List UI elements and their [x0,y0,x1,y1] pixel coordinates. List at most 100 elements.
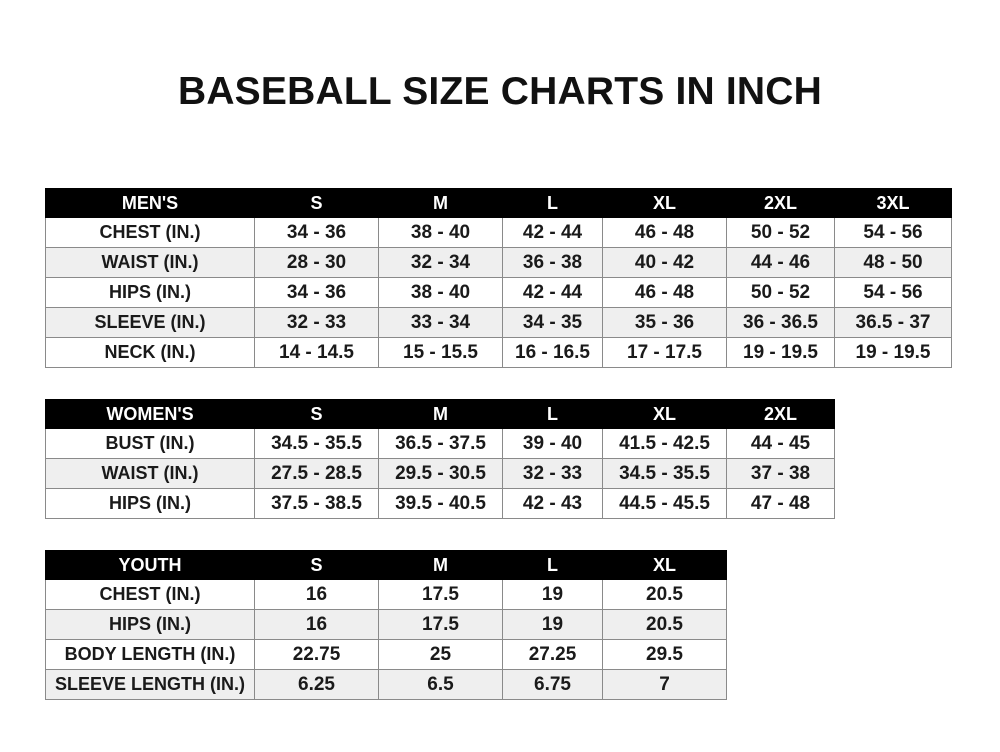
size-header: XL [602,550,727,580]
measurement-label: NECK (IN.) [45,337,255,368]
table-row: HIPS (IN.) 16 17.5 19 20.5 [45,609,727,640]
size-value: 37.5 - 38.5 [254,488,379,519]
size-value: 19 [502,609,603,640]
measurement-label: WAIST (IN.) [45,458,255,489]
size-value: 54 - 56 [834,217,952,248]
table-row: CHEST (IN.) 34 - 36 38 - 40 42 - 44 46 - 48 5… [45,217,952,248]
size-value: 34 - 36 [254,277,379,308]
measurement-label: WAIST (IN.) [45,247,255,278]
measurement-label: HIPS (IN.) [45,488,255,519]
size-value: 40 - 42 [602,247,727,278]
header-row: YOUTH S M L XL [45,550,727,580]
size-value: 36 - 38 [502,247,603,278]
size-header: L [502,188,603,218]
size-value: 48 - 50 [834,247,952,278]
size-value: 17.5 [378,609,503,640]
size-value: 7 [602,669,727,700]
size-value: 34 - 35 [502,307,603,338]
size-value: 16 [254,609,379,640]
size-header: 2XL [726,399,835,429]
size-header: L [502,550,603,580]
size-value: 19 - 19.5 [726,337,835,368]
table-row: HIPS (IN.) 37.5 - 38.5 39.5 - 40.5 42 - 43 4… [45,488,835,519]
table-row: NECK (IN.) 14 - 14.5 15 - 15.5 16 - 16.5 17 … [45,337,952,368]
size-value: 46 - 48 [602,277,727,308]
size-value: 6.5 [378,669,503,700]
measurement-label: SLEEVE (IN.) [45,307,255,338]
size-value: 20.5 [602,579,727,610]
size-value: 37 - 38 [726,458,835,489]
size-value: 54 - 56 [834,277,952,308]
category-header: MEN'S [45,188,255,218]
size-value: 47 - 48 [726,488,835,519]
size-value: 34 - 36 [254,217,379,248]
header-row: MEN'S S M L XL 2XL 3XL [45,188,952,218]
category-header: WOMEN'S [45,399,255,429]
size-value: 50 - 52 [726,217,835,248]
size-value: 25 [378,639,503,670]
size-header: M [378,399,503,429]
size-header: 3XL [834,188,952,218]
header-row: WOMEN'S S M L XL 2XL [45,399,835,429]
size-value: 39 - 40 [502,428,603,459]
table-row: BODY LENGTH (IN.) 22.75 25 27.25 29.5 [45,639,727,670]
size-header: M [378,188,503,218]
size-header: XL [602,188,727,218]
measurement-label: HIPS (IN.) [45,609,255,640]
size-header: S [254,399,379,429]
size-value: 42 - 44 [502,277,603,308]
size-value: 28 - 30 [254,247,379,278]
table-row: CHEST (IN.) 16 17.5 19 20.5 [45,579,727,610]
size-value: 14 - 14.5 [254,337,379,368]
category-header: YOUTH [45,550,255,580]
size-header: M [378,550,503,580]
size-value: 35 - 36 [602,307,727,338]
size-value: 27.5 - 28.5 [254,458,379,489]
size-value: 6.75 [502,669,603,700]
size-value: 32 - 33 [254,307,379,338]
size-value: 16 [254,579,379,610]
table-row: SLEEVE LENGTH (IN.) 6.25 6.5 6.75 7 [45,669,727,700]
size-value: 36.5 - 37 [834,307,952,338]
size-header: 2XL [726,188,835,218]
size-value: 42 - 44 [502,217,603,248]
size-value: 6.25 [254,669,379,700]
size-value: 16 - 16.5 [502,337,603,368]
measurement-label: HIPS (IN.) [45,277,255,308]
table-row: WAIST (IN.) 27.5 - 28.5 29.5 - 30.5 32 - 33… [45,458,835,489]
size-value: 46 - 48 [602,217,727,248]
womens-size-table: WOMEN'S S M L XL 2XL BUST (IN.) 34.5 - 35.5 36.5… [45,399,835,519]
measurement-label: BUST (IN.) [45,428,255,459]
size-value: 44.5 - 45.5 [602,488,727,519]
size-value: 42 - 43 [502,488,603,519]
size-value: 15 - 15.5 [378,337,503,368]
table-row: HIPS (IN.) 34 - 36 38 - 40 42 - 44 46 - 48 50… [45,277,952,308]
size-value: 34.5 - 35.5 [602,458,727,489]
table-row: SLEEVE (IN.) 32 - 33 33 - 34 34 - 35 35 - 36… [45,307,952,338]
size-value: 44 - 46 [726,247,835,278]
size-header: S [254,188,379,218]
size-value: 36.5 - 37.5 [378,428,503,459]
size-value: 34.5 - 35.5 [254,428,379,459]
size-value: 19 [502,579,603,610]
measurement-label: BODY LENGTH (IN.) [45,639,255,670]
size-value: 32 - 34 [378,247,503,278]
size-value: 29.5 [602,639,727,670]
size-value: 39.5 - 40.5 [378,488,503,519]
measurement-label: CHEST (IN.) [45,217,255,248]
size-header: S [254,550,379,580]
size-header: XL [602,399,727,429]
page-title: BASEBALL SIZE CHARTS IN INCH [177,70,823,113]
size-value: 36 - 36.5 [726,307,835,338]
measurement-label: SLEEVE LENGTH (IN.) [45,669,255,700]
mens-size-table: MEN'S S M L XL 2XL 3XL CHEST (IN.) 34 - 36 38 - 4… [45,188,952,368]
size-value: 19 - 19.5 [834,337,952,368]
size-header: L [502,399,603,429]
size-value: 29.5 - 30.5 [378,458,503,489]
size-value: 50 - 52 [726,277,835,308]
size-value: 32 - 33 [502,458,603,489]
table-row: BUST (IN.) 34.5 - 35.5 36.5 - 37.5 39 - 40 4… [45,428,835,459]
table-row: WAIST (IN.) 28 - 30 32 - 34 36 - 38 40 - 42 4… [45,247,952,278]
size-value: 33 - 34 [378,307,503,338]
size-value: 44 - 45 [726,428,835,459]
